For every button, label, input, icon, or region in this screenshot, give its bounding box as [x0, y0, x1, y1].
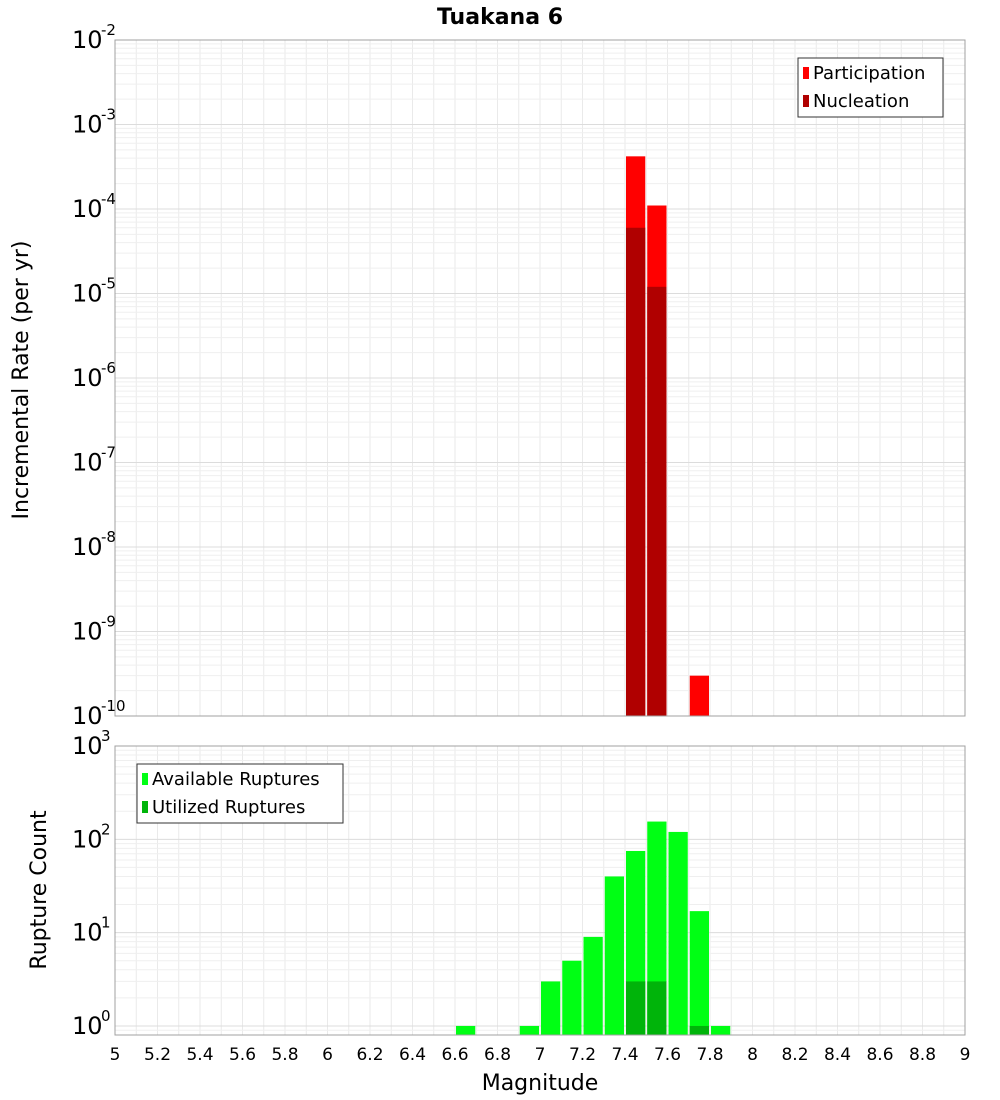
magnitude-axis-title: Magnitude: [482, 1071, 599, 1096]
bar-available-ruptures: [541, 981, 561, 1035]
y-tick-label: 10: [72, 825, 103, 853]
x-tick-label: 8.2: [781, 1045, 808, 1065]
x-tick-label: 5.8: [271, 1045, 298, 1065]
x-tick-label: 6.2: [356, 1045, 383, 1065]
x-tick-label: 8.4: [824, 1045, 851, 1065]
x-tick-label: 5.6: [229, 1045, 256, 1065]
x-tick-label: 6.8: [484, 1045, 511, 1065]
y-tick-exponent: -5: [101, 275, 116, 293]
bar-participation: [689, 675, 709, 716]
legend: Participation Nucleation: [797, 57, 944, 118]
legend-label: Utilized Ruptures: [152, 797, 305, 818]
count-axis-title: Rupture Count: [27, 810, 52, 970]
x-tick-label: 8.6: [866, 1045, 893, 1065]
y-tick-exponent: -10: [101, 697, 126, 715]
y-tick-exponent: -6: [101, 359, 116, 377]
legend-swatch: [803, 67, 809, 79]
bar-available-ruptures: [562, 960, 582, 1035]
y-tick-label: 10: [72, 1012, 103, 1040]
y-tick-label: 10: [72, 618, 103, 646]
x-tick-label: 9: [960, 1045, 971, 1065]
y-tick-label: 10: [72, 919, 103, 947]
bar-available-ruptures: [519, 1025, 539, 1035]
x-tick-label: 6.4: [399, 1045, 426, 1065]
y-tick-exponent: 3: [101, 727, 111, 745]
y-tick-exponent: 1: [101, 914, 111, 932]
y-tick-exponent: -3: [101, 106, 116, 124]
bar-utilized-ruptures: [647, 981, 667, 1035]
plot-frame: [114, 745, 966, 1036]
legend-box: [136, 763, 344, 824]
bar-available-ruptures: [689, 911, 709, 1035]
x-tick-label: 7.4: [611, 1045, 638, 1065]
x-tick-label: 7.6: [654, 1045, 681, 1065]
y-tick-exponent: -8: [101, 528, 116, 546]
bar-utilized-ruptures: [689, 1025, 709, 1035]
x-tick-label: 5: [110, 1045, 121, 1065]
y-tick-label: 10: [72, 364, 103, 392]
legend-swatch: [803, 95, 809, 107]
x-tick-label: 8.8: [909, 1045, 936, 1065]
x-tick-label: 7.8: [696, 1045, 723, 1065]
bar-nucleation: [626, 227, 646, 716]
plot-frame: [114, 39, 966, 717]
legend-swatch: [142, 773, 148, 785]
y-tick-label: 10: [72, 732, 103, 760]
legend-label: Participation: [813, 63, 925, 84]
x-tick-label: 5.2: [144, 1045, 171, 1065]
bar-available-ruptures: [668, 831, 688, 1035]
y-tick-label: 10: [72, 111, 103, 139]
legend-label: Available Ruptures: [152, 769, 320, 790]
legend-box: [797, 57, 944, 118]
bar-available-ruptures: [583, 936, 603, 1035]
x-tick-label: 6.6: [441, 1045, 468, 1065]
chart-title: Tuakana 6: [437, 5, 563, 30]
bar-available-ruptures: [604, 876, 624, 1035]
y-tick-exponent: -4: [101, 190, 116, 208]
y-tick-exponent: -9: [101, 613, 116, 631]
bar-available-ruptures: [711, 1025, 731, 1035]
x-tick-label: 5.4: [186, 1045, 213, 1065]
rate-panel: 10-210-310-410-510-610-710-810-910-10Par…: [72, 21, 966, 730]
bar-nucleation: [647, 286, 667, 716]
bar-utilized-ruptures: [626, 981, 646, 1035]
y-tick-label: 10: [72, 449, 103, 477]
x-tick-label: 7.2: [569, 1045, 596, 1065]
x-tick-label: 6: [322, 1045, 333, 1065]
legend-label: Nucleation: [813, 91, 909, 112]
y-tick-exponent: -7: [101, 444, 116, 462]
rate-axis-title: Incremental Rate (per yr): [9, 241, 34, 520]
y-tick-exponent: 0: [101, 1007, 111, 1025]
y-tick-label: 10: [72, 533, 103, 561]
legend: Available Ruptures Utilized Ruptures: [136, 763, 344, 824]
bar-available-ruptures: [456, 1025, 476, 1035]
x-tick-label: 7: [535, 1045, 546, 1065]
legend-swatch: [142, 801, 148, 813]
x-tick-label: 8: [747, 1045, 758, 1065]
y-tick-label: 10: [72, 702, 103, 730]
y-tick-label: 10: [72, 195, 103, 223]
y-tick-label: 10: [72, 280, 103, 308]
y-tick-label: 10: [72, 26, 103, 54]
y-tick-exponent: -2: [101, 21, 116, 39]
y-tick-exponent: 2: [101, 820, 111, 838]
